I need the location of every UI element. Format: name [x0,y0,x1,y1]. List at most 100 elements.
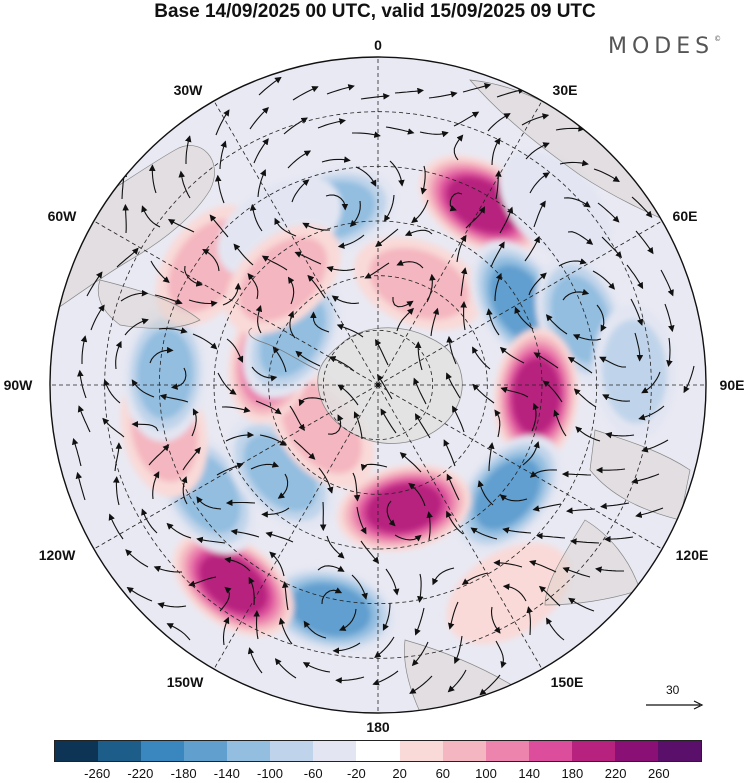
wind-streamline [154,294,183,305]
wind-streamline [224,556,251,572]
wind-streamline [394,534,422,542]
wind-streamline [449,192,463,212]
wind-streamline [572,334,602,341]
wind-streamline [225,431,255,442]
wind-streamline [255,400,282,415]
wind-streamline [409,675,433,694]
wind-streamline [394,87,424,95]
colorbar-tick-label: -220 [127,766,154,781]
colorbar-tick-label: 260 [647,766,670,781]
wind-streamline [447,669,467,693]
anomaly-contour [446,542,571,645]
wind-streamline [355,166,377,187]
map-disk [50,57,706,713]
wind-streamline [171,367,187,390]
wind-streamline [335,676,365,684]
wind-streamline [573,388,597,408]
wind-streamline [131,379,155,398]
anomaly-center [122,305,208,442]
wind-streamline [499,346,525,364]
wind-streamline [310,311,330,333]
wind-streamline [250,461,280,470]
graticule [50,57,706,713]
latitude-circle [268,275,488,495]
wind-streamline [411,199,429,224]
wind-streamline [126,586,153,602]
wind-streamline [426,273,436,303]
wind-streamline [496,87,526,98]
wind-streamline [326,265,356,273]
wind-streamline [259,434,287,446]
wind-streamline [217,372,237,395]
wind-streamline [479,674,501,696]
wind-streamline [453,134,464,161]
wind-streamline [631,473,660,485]
wind-streamline [108,513,124,540]
anomaly-contour [238,237,328,322]
wind-streamline [149,346,174,364]
anomaly-contour [136,328,194,419]
wind-streamline [460,301,467,331]
colorbar-tick-label: 100 [475,766,497,781]
wind-streamline [72,437,82,467]
wind-streamline [202,248,220,272]
wind-streamline [124,318,149,336]
wind-streamline [542,380,563,403]
colorbar-bin [141,741,185,761]
wind-streamline [222,616,230,646]
wind-streamline [317,118,346,129]
meridian-line [377,384,543,670]
brand-mark: © [714,35,722,43]
wind-streamline [638,405,665,421]
wind-streamline [602,394,631,402]
wind-streamline [185,135,192,164]
wind-streamline [188,576,217,587]
wind-streamline [385,568,400,596]
anomaly-center [592,303,677,440]
wind-streamline [184,265,203,287]
wind-streamline [597,202,620,223]
wind-streamline [122,203,129,234]
wind-streamline [332,642,361,654]
wind-streamline [487,113,511,132]
wind-streamline [414,413,431,439]
lon-label-60w: 60W [47,208,77,224]
wind-streamline [575,426,601,442]
wind-streamline [494,272,502,302]
colorbar-tick-label: -140 [213,766,240,781]
brand-text: MODES [608,34,715,59]
wind-streamline [258,76,282,96]
wind-streamline [417,573,424,603]
wind-streamline [493,559,523,568]
wind-streamline [428,91,458,99]
wind-streamline [495,640,507,669]
wind-streamline [460,267,468,297]
lon-label-120e: 120E [675,547,709,563]
wind-streamline [191,408,199,437]
wind-streamline [604,535,634,543]
wind-streamline [494,409,501,438]
wind-streamline [486,308,500,336]
wind-streamline [352,472,361,502]
wind-streamline [274,217,297,237]
wind-streamline [182,447,201,471]
wind-streamline [660,269,674,297]
wind-streamline [488,442,495,472]
wind-streamline [219,586,232,612]
wind-streamline [404,229,433,237]
modes-logo: MODES© [608,34,721,59]
wind-streamline [477,480,494,506]
wind-streamline [446,335,457,365]
wind-streamline [283,117,308,135]
wind-streamline [472,383,495,404]
wind-streamline [352,131,381,138]
wind-reference-label: 30 [666,683,680,697]
wind-reference-arrow [646,700,704,710]
wind-streamline [641,439,669,453]
wind-streamline [385,126,415,135]
wind-streamline [131,420,159,432]
colorbar [54,740,702,762]
anomaly-center [225,224,341,335]
colorbar-bin [356,741,400,761]
